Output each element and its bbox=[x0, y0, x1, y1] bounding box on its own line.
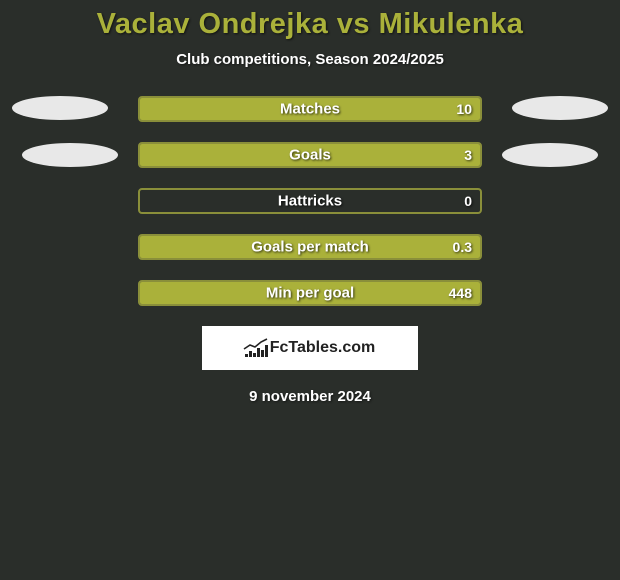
brand-bar bbox=[245, 354, 248, 357]
stat-value-right: 10 bbox=[456, 101, 472, 117]
stat-rows: Matches 10 Goals 3 Hattricks 0 Goals per match… bbox=[138, 96, 482, 306]
brand-bar bbox=[261, 350, 264, 357]
stat-row: Goals 3 bbox=[138, 142, 482, 168]
stat-row: Goals per match 0.3 bbox=[138, 234, 482, 260]
stat-row: Hattricks 0 bbox=[138, 188, 482, 214]
stat-value-right: 0.3 bbox=[453, 239, 472, 255]
stat-label: Matches bbox=[280, 101, 340, 118]
stat-value-right: 3 bbox=[464, 147, 472, 163]
decorative-ellipse bbox=[512, 96, 608, 120]
page-title: Vaclav Ondrejka vs Mikulenka bbox=[0, 8, 620, 41]
decorative-ellipse bbox=[502, 143, 598, 167]
stat-label: Min per goal bbox=[266, 285, 354, 302]
decorative-ellipse bbox=[22, 143, 118, 167]
date-text: 9 november 2024 bbox=[0, 388, 620, 405]
stat-row: Matches 10 bbox=[138, 96, 482, 122]
stat-value-right: 448 bbox=[449, 285, 472, 301]
stat-row: Min per goal 448 bbox=[138, 280, 482, 306]
brand-box: FcTables.com bbox=[202, 326, 418, 370]
stat-label: Hattricks bbox=[278, 193, 342, 210]
subtitle: Club competitions, Season 2024/2025 bbox=[0, 51, 620, 68]
brand-text: FcTables.com bbox=[270, 339, 376, 357]
stat-label: Goals per match bbox=[251, 239, 369, 256]
stat-label: Goals bbox=[289, 147, 331, 164]
root: Vaclav Ondrejka vs Mikulenka Club compet… bbox=[0, 0, 620, 405]
stats-area: Matches 10 Goals 3 Hattricks 0 Goals per match… bbox=[0, 96, 620, 306]
brand-chart-icon bbox=[245, 339, 267, 357]
stat-value-right: 0 bbox=[464, 193, 472, 209]
brand-bar bbox=[249, 351, 252, 357]
decorative-ellipse bbox=[12, 96, 108, 120]
brand-line-icon bbox=[243, 338, 269, 350]
brand-bar bbox=[253, 353, 256, 357]
